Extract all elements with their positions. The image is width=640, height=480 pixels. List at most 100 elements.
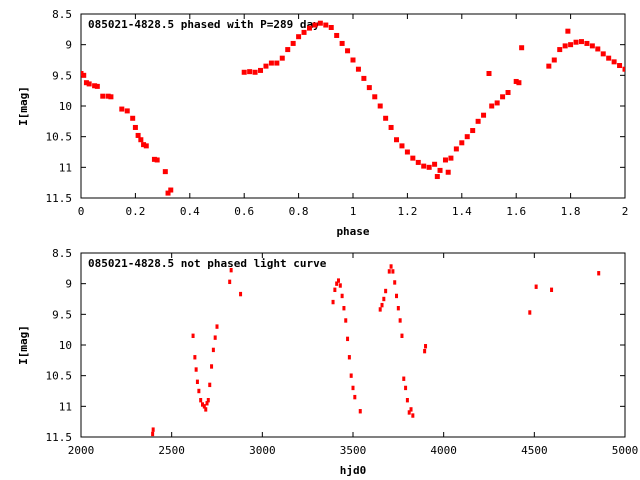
data-point [400,333,404,338]
x-tick-label: 2500 [158,444,185,457]
data-point [239,291,243,297]
data-point [213,335,217,340]
data-point [195,379,199,384]
data-point [600,51,606,57]
data-point [94,83,100,89]
data-point [393,280,397,285]
x-axis-title: phase [336,225,369,238]
data-point [380,302,384,308]
data-point [328,24,334,30]
data-point [193,355,197,360]
data-point [301,29,307,35]
data-point [100,93,106,99]
data-point [339,40,345,46]
data-point [448,155,454,161]
data-point [387,269,391,274]
data-point [622,66,625,72]
data-point [228,279,232,285]
data-point [351,385,355,391]
data-point [135,132,141,138]
data-point [415,159,421,165]
data-point [119,106,125,112]
data-point [210,364,214,369]
data-point [562,43,568,49]
data-point [459,140,465,146]
data-point [399,143,405,149]
data-point [108,94,114,100]
data-point [338,283,342,288]
data-point [424,344,428,349]
data-point [199,398,203,403]
y-tick-label: 11 [59,161,72,174]
data-point [154,157,160,163]
data-point [389,264,393,269]
data-point [573,39,579,45]
data-point [143,143,149,149]
plot-frame [80,13,626,199]
x-tick-label: 1.2 [397,205,417,218]
x-tick-label: 0.2 [125,205,145,218]
data-point [606,55,612,61]
data-point [404,385,408,391]
data-point [124,108,130,114]
x-tick-label: 2000 [68,444,95,457]
data-point [565,28,571,34]
x-tick-label: 2 [622,205,629,218]
y-tick-label: 8.5 [52,247,72,260]
data-point [340,293,344,299]
plot-frame [80,252,626,438]
data-point [405,398,409,403]
data-point [407,410,411,415]
data-point [551,57,557,63]
data-point [481,112,487,118]
y-tick-label: 9 [65,278,72,291]
data-point [165,190,171,196]
y-axis-title: I[mag] [17,325,30,365]
data-point [205,401,209,406]
data-point [194,367,198,372]
data-point [206,398,210,403]
data-point [306,25,312,31]
data-point [453,146,459,152]
x-axis-title: hjd0 [340,464,367,477]
x-tick-label: 1.6 [506,205,526,218]
plot-title: 085021-4828.5 not phased light curve [88,257,327,270]
y-axis-title: I[mag] [17,86,30,126]
data-point [434,174,440,180]
data-point [404,149,410,155]
data-point [290,40,296,46]
data-point [334,32,340,38]
x-tick-label: 4500 [521,444,548,457]
data-point [597,271,601,276]
data-point [333,287,337,292]
y-tick-label: 11.5 [46,431,73,444]
x-tick-label: 5000 [612,444,639,457]
data-point [475,118,481,124]
data-point [505,90,511,96]
data-point [335,281,339,286]
data-point [258,67,264,73]
data-point [377,103,383,109]
data-point [391,269,395,274]
data-point [489,103,495,109]
data-point [285,47,291,53]
data-point [229,267,233,273]
data-point [557,47,563,53]
data-point [500,94,506,100]
y-tick-label: 11 [59,400,72,413]
data-point [464,134,470,140]
data-point [358,409,362,414]
data-point [361,75,367,81]
data-point [426,164,432,170]
x-tick-label: 1 [350,205,357,218]
data-point [138,137,144,143]
x-tick-label: 1.4 [452,205,472,218]
data-point [402,376,406,381]
data-point [331,299,335,305]
data-point [215,324,219,329]
y-tick-label: 9.5 [52,308,72,321]
data-point [132,124,138,130]
x-tick-label: 3500 [340,444,367,457]
x-tick-label: 3000 [249,444,276,457]
data-point [486,70,492,76]
